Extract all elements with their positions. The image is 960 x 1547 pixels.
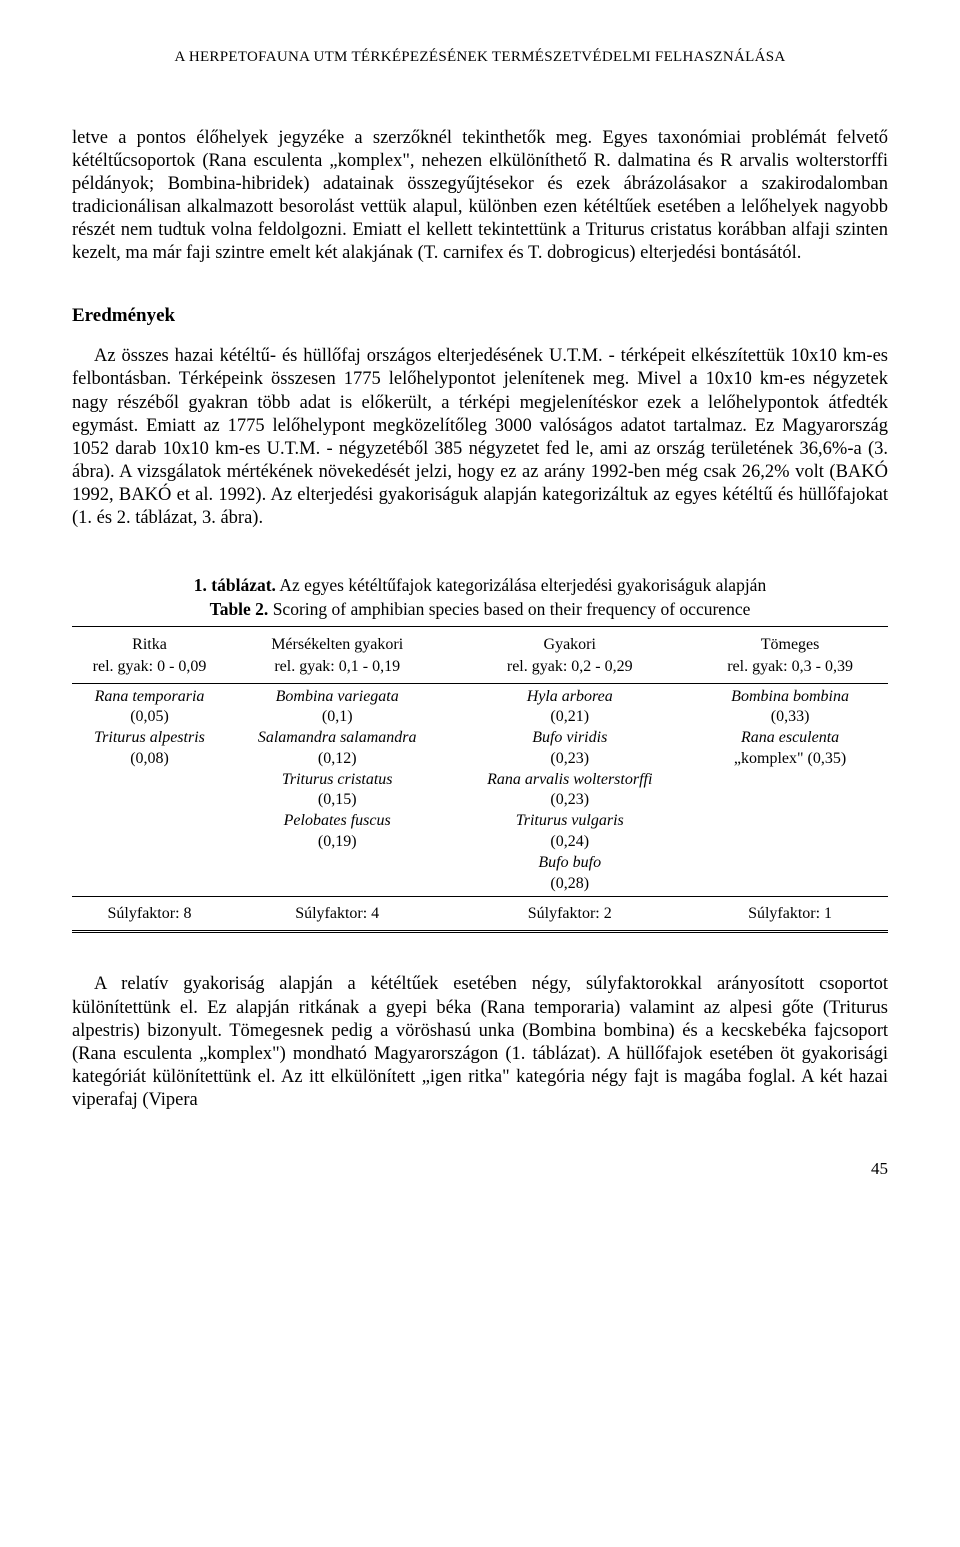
paragraph-1: letve a pontos élőhelyek jegyzéke a szer… [72,127,888,266]
paragraph-2: Az összes hazai kétéltű- és hüllőfaj ors… [72,345,888,530]
col-head-4: Tömeges [692,629,888,655]
running-head: A HERPETOFAUNA UTM TÉRKÉPEZÉSÉNEK TERMÉS… [72,48,888,67]
col-range-2: rel. gyak: 0,1 - 0,19 [227,655,447,684]
table-1-block: 1. táblázat. Az egyes kétéltűfajok kateg… [72,574,888,933]
paragraph-3: A relatív gyakoriság alapján a kétéltűek… [72,973,888,1112]
table-cell: Hyla arborea(0,21) Bufo viridis(0,23) Ra… [447,685,692,897]
col-head-2: Mérsékelten gyakori [227,629,447,655]
weight-2: Súlyfaktor: 4 [227,898,447,931]
table-caption: 1. táblázat. Az egyes kétéltűfajok kateg… [72,574,888,621]
col-range-3: rel. gyak: 0,2 - 0,29 [447,655,692,684]
species-table: Ritka Mérsékelten gyakori Gyakori Tömege… [72,626,888,934]
col-range-1: rel. gyak: 0 - 0,09 [72,655,227,684]
table-cell: Bombina variegata(0,1) Salamandra salama… [227,685,447,897]
weight-1: Súlyfaktor: 8 [72,898,227,931]
caption-hu-rest: Az egyes kétéltűfajok kategorizálása elt… [276,575,766,595]
weight-4: Súlyfaktor: 1 [692,898,888,931]
weight-3: Súlyfaktor: 2 [447,898,692,931]
caption-hu-prefix: 1. táblázat. [194,575,276,595]
col-range-4: rel. gyak: 0,3 - 0,39 [692,655,888,684]
section-heading-results: Eredmények [72,304,888,328]
caption-en-rest: Scoring of amphibian species based on th… [268,599,750,619]
col-head-3: Gyakori [447,629,692,655]
caption-en-prefix: Table 2. [210,599,269,619]
table-cell: Bombina bombina(0,33) Rana esculenta„kom… [692,685,888,897]
page-number: 45 [72,1158,888,1179]
table-cell: Rana temporaria(0,05) Triturus alpestris… [72,685,227,897]
col-head-1: Ritka [72,629,227,655]
